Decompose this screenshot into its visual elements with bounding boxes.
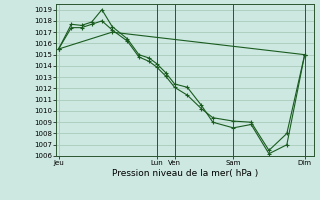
- X-axis label: Pression niveau de la mer( hPa ): Pression niveau de la mer( hPa ): [112, 169, 258, 178]
